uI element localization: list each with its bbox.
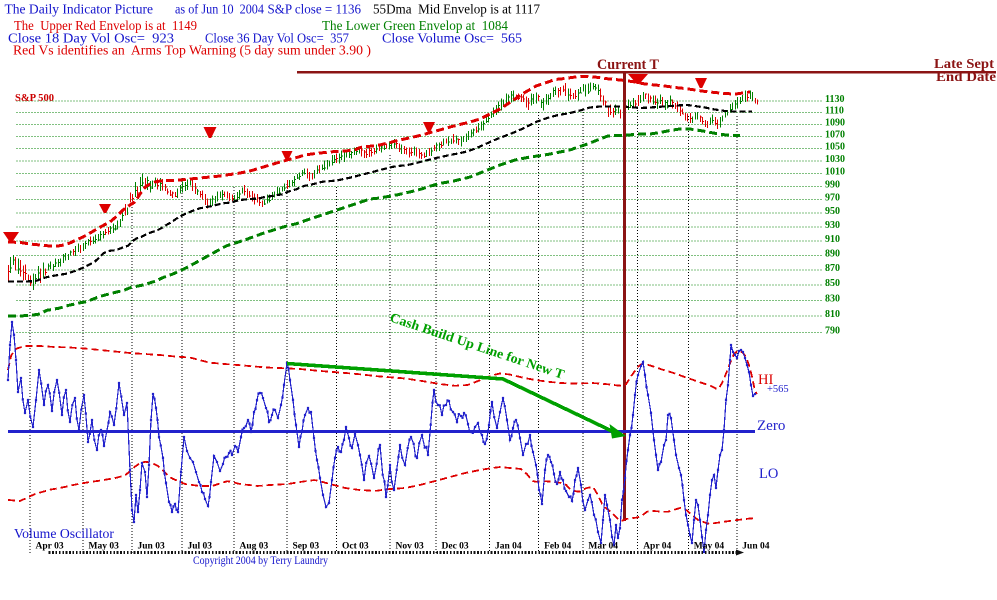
svg-text:Jul 03: Jul 03 <box>188 542 213 552</box>
svg-text:Volume Oscillator: Volume Oscillator <box>14 526 115 541</box>
svg-text:910: 910 <box>825 234 840 245</box>
svg-text:950: 950 <box>825 206 840 217</box>
svg-text:Oct 03: Oct 03 <box>342 542 369 552</box>
svg-text:Jan 04: Jan 04 <box>495 542 522 552</box>
svg-text:+565: +565 <box>767 384 789 395</box>
svg-text:Apr 03: Apr 03 <box>36 542 64 552</box>
svg-text:Zero: Zero <box>757 418 785 434</box>
svg-text:890: 890 <box>825 248 840 259</box>
svg-text:Jun 04: Jun 04 <box>742 542 769 552</box>
svg-text:S&P 500: S&P 500 <box>15 93 54 104</box>
svg-text:Nov 03: Nov 03 <box>396 542 424 552</box>
svg-text:790: 790 <box>825 325 840 336</box>
svg-text:Red Vs identifies an Arms Top: Red Vs identifies an Arms Top Warning (5… <box>13 43 371 58</box>
svg-text:1050: 1050 <box>825 142 845 153</box>
svg-text:1070: 1070 <box>825 129 845 140</box>
svg-text:1030: 1030 <box>825 154 845 165</box>
svg-text:HI: HI <box>758 372 773 388</box>
svg-text:1010: 1010 <box>825 167 845 178</box>
svg-text:Aug 03: Aug 03 <box>240 542 269 552</box>
svg-text:May 03: May 03 <box>89 542 120 552</box>
svg-text:970: 970 <box>825 193 840 204</box>
svg-text:The Upper Red Envelop is at: The Upper Red Envelop is at 1149 The Lowe… <box>14 18 508 33</box>
svg-text:850: 850 <box>825 278 840 289</box>
svg-text:930: 930 <box>825 220 840 231</box>
svg-text:End Date: End Date <box>936 69 996 84</box>
svg-text:1090: 1090 <box>825 117 845 128</box>
svg-text:990: 990 <box>825 180 840 191</box>
svg-text:Apr 04: Apr 04 <box>643 542 671 552</box>
svg-text:May 04: May 04 <box>694 542 725 552</box>
svg-text:Feb 04: Feb 04 <box>544 542 571 552</box>
svg-text:1110: 1110 <box>825 106 844 117</box>
svg-text:Jun 03: Jun 03 <box>138 542 165 552</box>
svg-text:1130: 1130 <box>825 94 844 105</box>
svg-text:Late Sept: Late Sept <box>934 56 995 71</box>
svg-text:Current T: Current T <box>597 57 659 73</box>
svg-text:Mar 04: Mar 04 <box>588 542 618 552</box>
svg-text:Sep 03: Sep 03 <box>293 542 320 552</box>
svg-text:810: 810 <box>825 309 840 320</box>
svg-text:LO: LO <box>759 466 778 482</box>
svg-text:Copyright 2004 by Terry Laundr: Copyright 2004 by Terry Laundry <box>193 555 328 567</box>
svg-text:830: 830 <box>825 293 840 304</box>
svg-text:Dec 03: Dec 03 <box>442 542 469 552</box>
svg-text:870: 870 <box>825 263 840 274</box>
